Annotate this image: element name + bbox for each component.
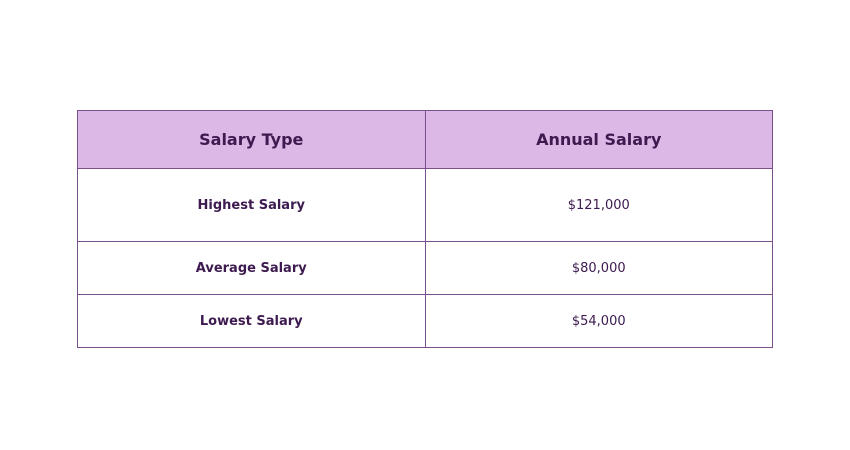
header-cell: Salary Type [77,110,426,169]
header-cell: Annual Salary [424,110,773,169]
salary-table: Salary Type Annual Salary Highest Salary… [77,110,773,348]
cell: $80,000 [424,241,773,295]
cell: Highest Salary [77,168,426,242]
cell: Average Salary [77,241,426,295]
row: Highest Salary $121,000 [77,168,773,242]
cell: $54,000 [424,294,773,348]
cell: $121,000 [424,168,773,242]
header-row: Salary Type Annual Salary [77,110,773,169]
row: Lowest Salary $54,000 [77,294,773,348]
row: Average Salary $80,000 [77,241,773,295]
cell: Lowest Salary [77,294,426,348]
